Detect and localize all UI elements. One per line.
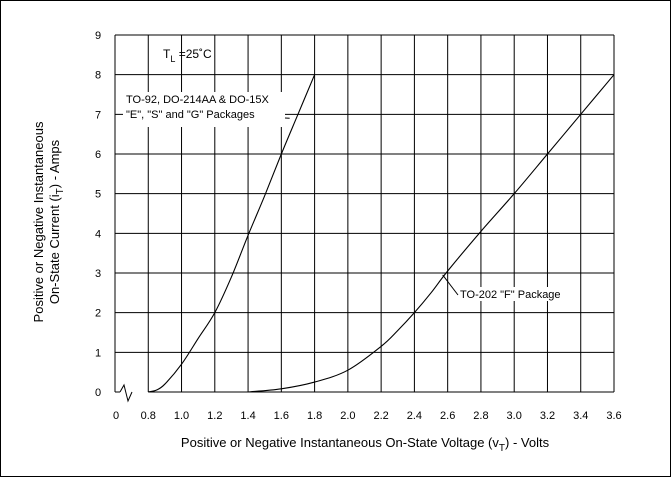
x-tick-label: 1.4 [240, 410, 255, 422]
y-tick-label: 2 [95, 308, 101, 320]
x-tick-label: 2.2 [373, 410, 388, 422]
y-tick-label: 5 [95, 189, 101, 201]
x-origin-label: 0 [113, 410, 119, 422]
tick-labels: 0 1 2 3 4 5 6 7 8 9 0.8 1.0 1.2 1.4 1.6 1.8 2.0 2.2 2.4 2.6… [95, 30, 622, 422]
x-tick-label: 1.2 [207, 410, 222, 422]
x-tick-label: 2.8 [473, 410, 488, 422]
y-tick-label: 7 [95, 109, 101, 121]
x-tick-label: 3.6 [606, 410, 621, 422]
series-label-1-line-2: "E", "S" and "G" Packages [126, 109, 255, 121]
series-labels: TO-92, DO-214AA & DO-15X "E", "S" and "G"… [123, 92, 572, 301]
x-tick-label: 3.4 [573, 410, 588, 422]
axes [114, 35, 614, 403]
x-tick-label: 2.0 [340, 410, 355, 422]
series-callout-line-2 [442, 274, 459, 296]
y-tick-label: 6 [95, 149, 101, 161]
x-tick-label: 1.8 [307, 410, 322, 422]
series-lines [148, 74, 615, 393]
y-tick-label: 0 [95, 387, 101, 399]
grid [115, 34, 615, 392]
series-label-box-2 [454, 287, 572, 301]
y-tick-label: 9 [95, 30, 101, 42]
x-tick-label: 3.0 [507, 410, 522, 422]
x-tick-label: 0.8 [141, 410, 156, 422]
x-tick-label: 2.4 [407, 410, 422, 422]
x-tick-label: 3.2 [540, 410, 555, 422]
x-axis-label: Positive or Negative Instantaneous On-St… [181, 435, 550, 454]
series-line-1 [148, 74, 316, 393]
x-tick-label: 1.6 [274, 410, 289, 422]
series-label-1-line-1: TO-92, DO-214AA & DO-15X [126, 94, 270, 106]
y-tick-label: 4 [95, 228, 101, 240]
x-tick-label: 2.6 [440, 410, 455, 422]
series-label-box-1 [123, 92, 285, 127]
axis-break-icon [119, 383, 133, 403]
series-line-2 [248, 74, 615, 393]
y-axis-label-line1: Positive or Negative Instantaneous [31, 121, 46, 322]
y-tick-label: 3 [95, 268, 101, 280]
y-axis-label-line2: On-State Current (iT) - Amps [47, 139, 66, 304]
y-tick-label: 8 [95, 70, 101, 82]
series-label-2-line-1: TO-202 "F" Package [460, 289, 561, 301]
y-tick-label: 1 [95, 347, 101, 359]
temperature-annotation: TL =25˚C [163, 47, 212, 64]
x-tick-label: 1.0 [174, 410, 189, 422]
